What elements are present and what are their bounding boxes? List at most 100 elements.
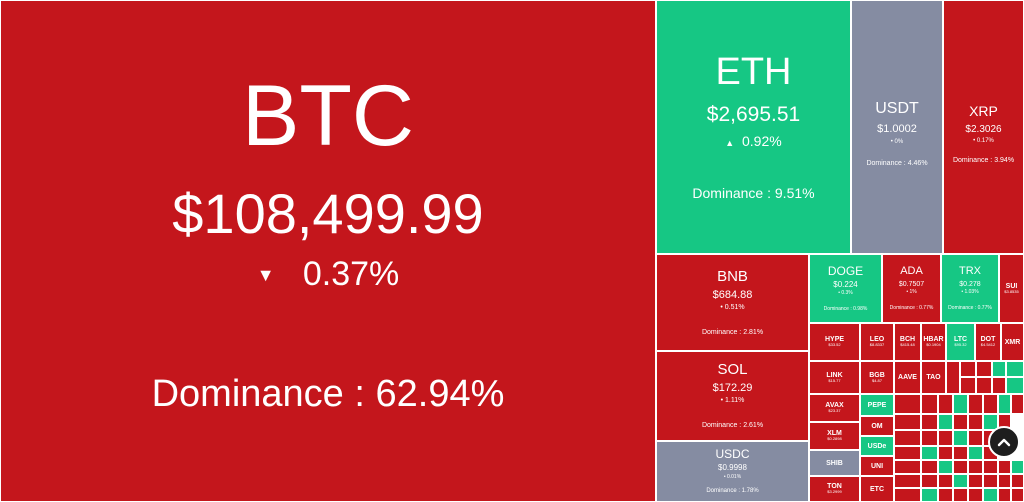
tile-trx[interactable]: TRX $0.278 • 1.03% Dominance : 0.77% — [941, 254, 999, 323]
tile-aave[interactable]: AAVE — [894, 361, 921, 394]
tile-ltc[interactable]: LTC $95.32 — [946, 323, 975, 361]
tile-doge[interactable]: DOGE $0.224 • 0.3% Dominance : 0.98% — [809, 254, 882, 323]
tile-link[interactable]: LINK $15.77 — [809, 361, 860, 394]
tile-xlm[interactable]: XLM $0.2898 — [809, 422, 860, 450]
tile-unlabeled[interactable] — [983, 488, 998, 502]
tile-unlabeled[interactable] — [992, 377, 1006, 394]
tile-uni[interactable]: UNI — [860, 456, 894, 476]
tile-bgb[interactable]: BGB $4.87 — [860, 361, 894, 394]
tile-unlabeled[interactable] — [953, 430, 968, 446]
tile-unlabeled[interactable] — [921, 488, 938, 502]
coin-symbol: PEPE — [867, 401, 887, 409]
tile-unlabeled[interactable] — [968, 460, 983, 474]
tile-unlabeled[interactable] — [960, 361, 976, 377]
tile-unlabeled[interactable] — [938, 394, 953, 414]
tile-xmr[interactable]: XMR — [1001, 323, 1024, 361]
coin-symbol: BCH — [899, 336, 916, 344]
tile-unlabeled[interactable] — [1011, 474, 1024, 488]
tile-unlabeled[interactable] — [953, 474, 968, 488]
tile-sui[interactable]: SUI $3.8535 — [999, 254, 1024, 323]
tile-avax[interactable]: AVAX $23.37 — [809, 394, 860, 422]
coin-dominance: Dominance : 4.46% — [866, 159, 928, 167]
tile-unlabeled[interactable] — [921, 430, 938, 446]
tile-unlabeled[interactable] — [921, 414, 938, 430]
tile-usde[interactable]: USDe — [860, 436, 894, 456]
tile-unlabeled[interactable] — [894, 394, 921, 414]
tile-unlabeled[interactable] — [1006, 377, 1024, 394]
tile-leo[interactable]: LEO $8.8337 — [860, 323, 894, 361]
tile-unlabeled[interactable] — [998, 460, 1011, 474]
tile-unlabeled[interactable] — [968, 446, 983, 460]
tile-unlabeled[interactable] — [921, 460, 938, 474]
tile-unlabeled[interactable] — [983, 460, 998, 474]
tile-unlabeled[interactable] — [938, 430, 953, 446]
tile-unlabeled[interactable] — [983, 394, 998, 414]
tile-unlabeled[interactable] — [921, 474, 938, 488]
tile-unlabeled[interactable] — [953, 446, 968, 460]
tile-unlabeled[interactable] — [998, 474, 1011, 488]
tile-ton[interactable]: TON $3.2999 — [809, 476, 860, 502]
tile-unlabeled[interactable] — [938, 446, 953, 460]
tile-unlabeled[interactable] — [983, 414, 998, 430]
tile-unlabeled[interactable] — [976, 377, 992, 394]
coin-symbol: HBAR — [923, 336, 944, 344]
tile-unlabeled[interactable] — [1011, 394, 1024, 414]
tile-unlabeled[interactable] — [938, 460, 953, 474]
tile-pepe[interactable]: PEPE — [860, 394, 894, 416]
tile-shib[interactable]: SHIB — [809, 450, 860, 476]
tile-xrp[interactable]: XRP $2.3026 • 0.17% Dominance : 3.94% — [943, 0, 1024, 254]
tile-unlabeled[interactable] — [938, 488, 953, 502]
coin-change: • 1.11% — [720, 397, 745, 405]
tile-hype[interactable]: HYPE $33.52 — [809, 323, 860, 361]
tile-unlabeled[interactable] — [894, 446, 921, 460]
tile-unlabeled[interactable] — [953, 394, 968, 414]
tile-etc[interactable]: ETC — [860, 476, 894, 502]
tile-unlabeled[interactable] — [953, 414, 968, 430]
tile-unlabeled[interactable] — [976, 361, 992, 377]
coin-symbol: TRX — [959, 264, 981, 277]
tile-unlabeled[interactable] — [968, 474, 983, 488]
tile-unlabeled[interactable] — [894, 414, 921, 430]
tile-unlabeled[interactable] — [946, 361, 960, 394]
coin-price: $415.48 — [900, 342, 915, 348]
scroll-to-top-button[interactable] — [988, 426, 1020, 458]
tile-unlabeled[interactable] — [968, 430, 983, 446]
tile-sol[interactable]: SOL $172.29 • 1.11% Dominance : 2.61% — [656, 351, 809, 441]
tile-unlabeled[interactable] — [894, 430, 921, 446]
tile-unlabeled[interactable] — [968, 414, 983, 430]
coin-symbol: SOL — [717, 361, 748, 379]
tile-bch[interactable]: BCH $415.48 — [894, 323, 921, 361]
tile-unlabeled[interactable] — [968, 488, 983, 502]
tile-unlabeled[interactable] — [953, 488, 968, 502]
coin-dominance: Dominance : 62.94% — [151, 372, 505, 415]
tile-unlabeled[interactable] — [938, 414, 953, 430]
tile-unlabeled[interactable] — [983, 474, 998, 488]
tile-unlabeled[interactable] — [1006, 361, 1024, 377]
tile-unlabeled[interactable] — [998, 488, 1011, 502]
tile-unlabeled[interactable] — [960, 377, 976, 394]
tile-tao[interactable]: TAO — [921, 361, 946, 394]
tile-unlabeled[interactable] — [998, 394, 1011, 414]
tile-unlabeled[interactable] — [938, 474, 953, 488]
tile-eth[interactable]: ETH $2,695.51 ▲ 0.92% Dominance : 9.51% — [656, 0, 851, 254]
tile-unlabeled[interactable] — [968, 394, 983, 414]
tile-btc[interactable]: BTC $108,499.99 ▼ 0.37% Dominance : 62.9… — [0, 0, 656, 502]
tile-unlabeled[interactable] — [894, 488, 921, 502]
coin-symbol: DOGE — [827, 263, 864, 278]
tile-usdc[interactable]: USDC $0.9998 • 0.01% Dominance : 1.78% — [656, 441, 809, 502]
tile-ada[interactable]: ADA $0.7507 • 1% Dominance : 0.77% — [882, 254, 941, 323]
tile-unlabeled[interactable] — [1011, 488, 1024, 502]
tile-unlabeled[interactable] — [992, 361, 1006, 377]
tile-unlabeled[interactable] — [953, 460, 968, 474]
coin-price: $4.87 — [871, 377, 882, 383]
tile-unlabeled[interactable] — [921, 446, 938, 460]
tile-usdt[interactable]: USDT $1.0002 • 0% Dominance : 4.46% — [851, 0, 943, 254]
tile-bnb[interactable]: BNB $684.88 • 0.51% Dominance : 2.81% — [656, 254, 809, 351]
tile-hbar[interactable]: HBAR $0.1904 — [921, 323, 946, 361]
tile-unlabeled[interactable] — [894, 474, 921, 488]
tile-unlabeled[interactable] — [921, 394, 938, 414]
tile-dot[interactable]: DOT $4.5412 — [975, 323, 1001, 361]
tile-unlabeled[interactable] — [1011, 460, 1024, 474]
tile-unlabeled[interactable] — [894, 460, 921, 474]
tile-om[interactable]: OM — [860, 416, 894, 436]
